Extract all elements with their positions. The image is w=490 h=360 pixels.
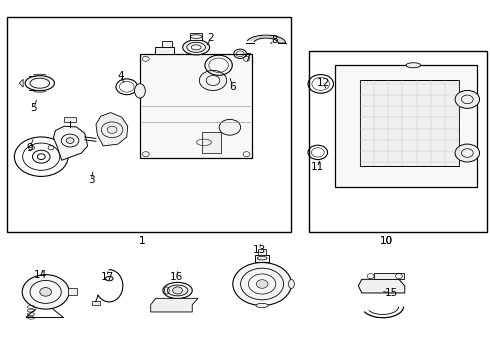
Text: 12: 12 <box>317 78 330 88</box>
Ellipse shape <box>105 276 113 281</box>
Bar <box>374 273 404 279</box>
Text: 1: 1 <box>139 236 146 246</box>
Polygon shape <box>247 35 286 43</box>
Text: 15: 15 <box>385 288 398 298</box>
Bar <box>68 288 77 296</box>
Circle shape <box>66 138 74 143</box>
Text: 1: 1 <box>139 236 146 246</box>
Bar <box>162 41 172 46</box>
Bar <box>258 249 266 255</box>
Ellipse shape <box>135 84 146 98</box>
Text: 6: 6 <box>229 82 236 92</box>
Text: 14: 14 <box>34 270 48 280</box>
Bar <box>6 17 292 232</box>
Text: 4: 4 <box>117 71 123 81</box>
Bar <box>255 255 269 262</box>
Polygon shape <box>96 113 128 146</box>
Text: 11: 11 <box>311 162 324 172</box>
Bar <box>202 132 221 153</box>
Text: 10: 10 <box>380 236 393 246</box>
Circle shape <box>172 287 182 294</box>
Text: 17: 17 <box>100 272 114 282</box>
Ellipse shape <box>406 63 420 68</box>
Text: 3: 3 <box>88 175 95 185</box>
Circle shape <box>40 288 51 296</box>
Circle shape <box>219 120 241 135</box>
Bar <box>64 117 76 122</box>
Bar <box>140 54 252 158</box>
Ellipse shape <box>25 76 54 91</box>
Polygon shape <box>19 79 23 87</box>
Polygon shape <box>151 298 198 312</box>
Text: 8: 8 <box>271 35 278 45</box>
Text: 10: 10 <box>380 236 393 246</box>
Circle shape <box>22 275 69 309</box>
Text: 5: 5 <box>30 103 37 113</box>
Polygon shape <box>53 126 88 160</box>
Text: 13: 13 <box>253 245 266 255</box>
Ellipse shape <box>256 303 268 308</box>
Ellipse shape <box>183 40 210 55</box>
Circle shape <box>199 71 227 90</box>
Circle shape <box>455 144 480 162</box>
Bar <box>360 80 459 166</box>
Bar <box>155 46 174 54</box>
Ellipse shape <box>163 282 192 298</box>
Bar <box>190 33 202 40</box>
Circle shape <box>107 126 117 134</box>
Text: 9: 9 <box>26 143 33 153</box>
Text: 16: 16 <box>170 272 183 282</box>
Circle shape <box>37 154 45 159</box>
Bar <box>335 65 477 187</box>
Circle shape <box>233 262 292 306</box>
Circle shape <box>455 90 480 108</box>
Text: 2: 2 <box>207 33 214 43</box>
Ellipse shape <box>289 279 294 288</box>
Polygon shape <box>358 279 405 293</box>
Bar <box>92 301 100 305</box>
Text: 7: 7 <box>244 53 251 63</box>
Circle shape <box>256 280 268 288</box>
Bar <box>310 51 487 232</box>
